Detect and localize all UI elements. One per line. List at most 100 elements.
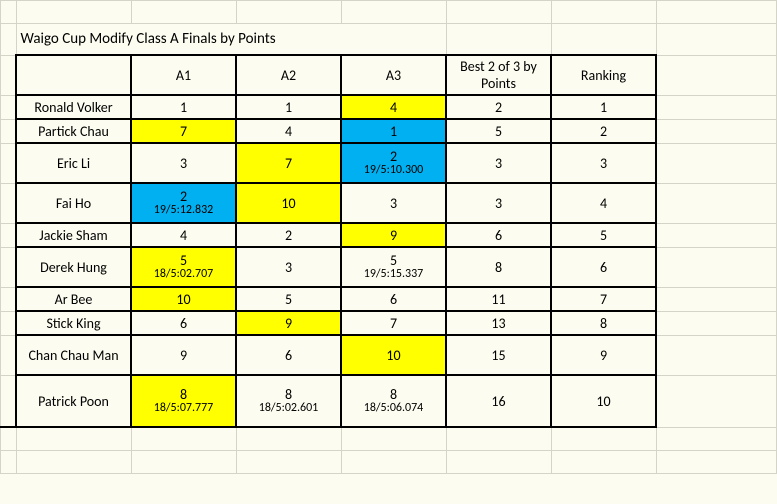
cell-blank [446, 24, 551, 56]
cell-rank: 4 [551, 183, 656, 223]
cell-blank [131, 1, 236, 24]
cell-a1: 9 [131, 335, 236, 375]
cell-a1: 10 [131, 287, 236, 311]
cell-a2: 1 [236, 95, 341, 119]
cell-a2: 10 [236, 183, 341, 223]
cell-blank [1, 223, 17, 247]
cell-name: Partick Chau [16, 119, 131, 143]
cell-blank [656, 183, 777, 223]
cell-blank [551, 24, 656, 56]
table-row: Patrick Poon818/5:07.777818/5:02.601818/… [1, 375, 777, 427]
cell-a1: 4 [131, 223, 236, 247]
cell-blank [236, 1, 341, 24]
table-row: Fai Ho219/5:12.83210334 [1, 183, 777, 223]
blank-row [1, 1, 777, 24]
cell-a1: 3 [131, 143, 236, 183]
cell-rank: 9 [551, 335, 656, 375]
cell-rank: 1 [551, 95, 656, 119]
cell-a1: 6 [131, 311, 236, 335]
table-row: Ronald Volker11421 [1, 95, 777, 119]
cell-best: 5 [446, 119, 551, 143]
cell-rank: 10 [551, 375, 656, 427]
cell-best: 13 [446, 311, 551, 335]
cell-blank [1, 335, 17, 375]
table-title: Waigo Cup Modify Class A Finals by Point… [16, 24, 446, 56]
cell-a3: 1 [341, 119, 446, 143]
header-best: Best 2 of 3 by Points [446, 55, 551, 95]
cell-a3: 10 [341, 335, 446, 375]
cell-name: Patrick Poon [16, 375, 131, 427]
cell-best: 15 [446, 335, 551, 375]
cell-best: 3 [446, 183, 551, 223]
header-row: A1 A2 A3 Best 2 of 3 by Points Ranking [1, 55, 777, 95]
cell-a1: 1 [131, 95, 236, 119]
cell-a3: 6 [341, 287, 446, 311]
cell-blank [1, 143, 17, 183]
cell-a1: 219/5:12.832 [131, 183, 236, 223]
cell-blank [1, 247, 17, 287]
table-row: Jackie Sham42965 [1, 223, 777, 247]
cell-blank [656, 375, 777, 427]
cell-blank [1, 287, 17, 311]
cell-blank [656, 247, 777, 287]
table-row: Derek Hung518/5:02.7073519/5:15.33786 [1, 247, 777, 287]
cell-a3: 4 [341, 95, 446, 119]
cell-blank [656, 95, 777, 119]
cell-best: 3 [446, 143, 551, 183]
cell-blank [341, 1, 446, 24]
cell-blank [1, 55, 17, 95]
cell-blank [656, 287, 777, 311]
cell-name: Eric Li [16, 143, 131, 183]
cell-blank [16, 1, 131, 24]
cell-rank: 5 [551, 223, 656, 247]
cell-blank [656, 55, 777, 95]
table-row: Stick King697138 [1, 311, 777, 335]
cell-a1: 818/5:07.777 [131, 375, 236, 427]
cell-blank [1, 183, 17, 223]
cell-blank [656, 143, 777, 183]
cell-a2: 9 [236, 311, 341, 335]
title-row: Waigo Cup Modify Class A Finals by Point… [1, 24, 777, 56]
cell-rank: 6 [551, 247, 656, 287]
cell-a3: 519/5:15.337 [341, 247, 446, 287]
table-row: Partick Chau74152 [1, 119, 777, 143]
cell-name: Jackie Sham [16, 223, 131, 247]
cell-a1: 7 [131, 119, 236, 143]
cell-a2: 5 [236, 287, 341, 311]
cell-a2: 818/5:02.601 [236, 375, 341, 427]
cell-blank [446, 1, 551, 24]
header-ranking: Ranking [551, 55, 656, 95]
cell-a3: 9 [341, 223, 446, 247]
cell-a3: 3 [341, 183, 446, 223]
cell-a3: 219/5:10.300 [341, 143, 446, 183]
cell-best: 8 [446, 247, 551, 287]
cell-blank [1, 119, 17, 143]
cell-name: Derek Hung [16, 247, 131, 287]
table-row: Eric Li37219/5:10.30033 [1, 143, 777, 183]
cell-rank: 7 [551, 287, 656, 311]
cell-best: 11 [446, 287, 551, 311]
cell-a1: 518/5:02.707 [131, 247, 236, 287]
cell-rank: 2 [551, 119, 656, 143]
blank-row [1, 427, 777, 451]
cell-blank [1, 95, 17, 119]
cell-name: Stick King [16, 311, 131, 335]
cell-blank [551, 1, 656, 24]
spreadsheet-sheet: Waigo Cup Modify Class A Finals by Point… [0, 0, 777, 504]
header-a1: A1 [131, 55, 236, 95]
cell-a2: 6 [236, 335, 341, 375]
cell-a3: 818/5:06.074 [341, 375, 446, 427]
cell-blank [1, 311, 17, 335]
cell-best: 6 [446, 223, 551, 247]
cell-a2: 3 [236, 247, 341, 287]
cell-name: Chan Chau Man [16, 335, 131, 375]
table-row: Chan Chau Man9610159 [1, 335, 777, 375]
cell-blank [656, 1, 777, 24]
cell-blank [656, 24, 777, 56]
cell-blank [1, 1, 17, 24]
cell-blank [1, 24, 17, 56]
cell-blank [1, 375, 17, 427]
results-table: Waigo Cup Modify Class A Finals by Point… [0, 0, 777, 474]
cell-a2: 4 [236, 119, 341, 143]
header-a3: A3 [341, 55, 446, 95]
